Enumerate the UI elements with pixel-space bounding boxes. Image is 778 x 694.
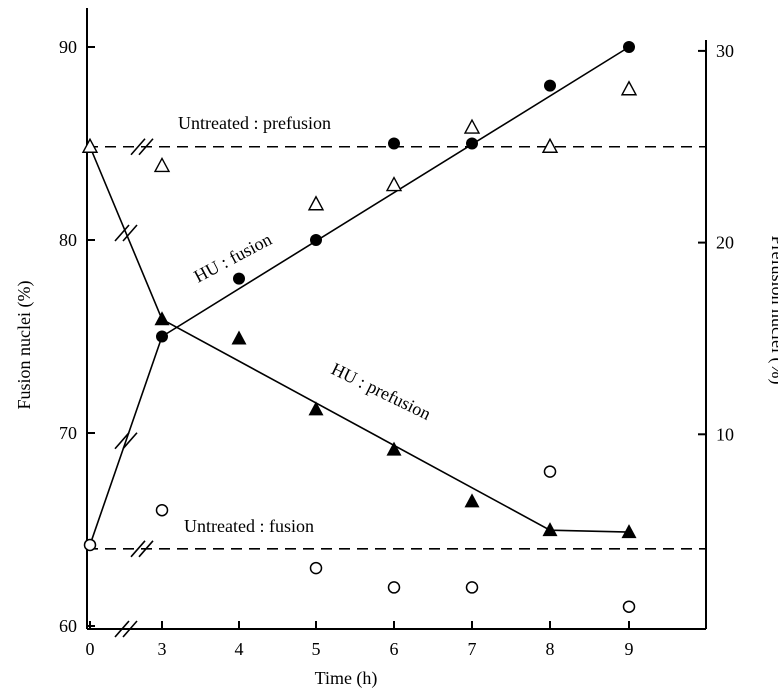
data-point-series-1 bbox=[154, 311, 170, 326]
break-slash bbox=[130, 138, 146, 156]
data-point-series-1 bbox=[621, 524, 637, 539]
data-point-series-0 bbox=[310, 234, 322, 246]
right-y-tick-label: 20 bbox=[716, 233, 734, 253]
data-point-series-3 bbox=[83, 538, 97, 552]
series-line-break bbox=[114, 432, 138, 450]
series-label-untreated-prefusion: Untreated : prefusion bbox=[178, 113, 331, 133]
labels: Time (h) Fusion nuclei (%) Prefusion nuc… bbox=[14, 113, 778, 689]
data-point-series-3 bbox=[543, 465, 557, 478]
ticks: 60 70 80 90 10 20 30 0 3 4 5 6 7 8 9 bbox=[59, 37, 734, 659]
break-slash bbox=[122, 620, 138, 638]
left-y-axis-label: Fusion nuclei (%) bbox=[14, 281, 35, 410]
break-slash bbox=[122, 224, 138, 242]
data-point-series-2 bbox=[81, 137, 99, 153]
data-point-series-0 bbox=[466, 137, 478, 150]
axes bbox=[86, 8, 707, 630]
data-point-series-2 bbox=[153, 156, 171, 173]
data-point-series-1 bbox=[231, 330, 247, 345]
series-line-1 bbox=[89, 146, 630, 533]
break-slash bbox=[114, 432, 130, 450]
data-point-series-2 bbox=[620, 80, 638, 96]
break-slash bbox=[114, 620, 130, 638]
data-point-series-3 bbox=[155, 503, 169, 517]
break-slash bbox=[130, 540, 146, 558]
x-tick-label: 3 bbox=[158, 639, 167, 659]
data-point-series-0 bbox=[233, 272, 245, 285]
data-point-series-0 bbox=[388, 137, 400, 150]
break-slash bbox=[114, 224, 130, 242]
right-y-tick-label: 30 bbox=[716, 41, 734, 61]
data-point-series-3 bbox=[465, 581, 479, 594]
data-point-series-3 bbox=[309, 561, 323, 575]
markers bbox=[81, 41, 638, 613]
left-y-tick-label: 80 bbox=[59, 230, 77, 250]
break-slash bbox=[122, 432, 138, 450]
x-axis-break bbox=[114, 620, 138, 638]
data-point-series-3 bbox=[387, 581, 401, 594]
series-line-break bbox=[114, 224, 138, 242]
right-y-axis-label: Prefusion nuclei (%) bbox=[767, 236, 778, 385]
series-label-hu-fusion: HU : fusion bbox=[190, 229, 274, 287]
data-point-series-2 bbox=[385, 176, 403, 192]
data-point-series-2 bbox=[307, 195, 325, 211]
series-label-untreated-fusion: Untreated : fusion bbox=[184, 516, 314, 536]
left-y-tick-label: 60 bbox=[59, 616, 77, 636]
x-tick-label: 9 bbox=[625, 639, 634, 659]
data-point-series-2 bbox=[541, 137, 559, 153]
data-point-series-1 bbox=[386, 441, 402, 456]
x-axis-label: Time (h) bbox=[315, 668, 378, 689]
x-tick-label: 8 bbox=[546, 639, 555, 659]
left-y-tick-label: 70 bbox=[59, 423, 77, 443]
data-point-series-0 bbox=[623, 41, 635, 53]
x-tick-label: 0 bbox=[86, 639, 95, 659]
x-tick-label: 4 bbox=[235, 639, 244, 659]
data-point-series-1 bbox=[542, 522, 558, 537]
data-point-series-1 bbox=[308, 401, 324, 416]
x-tick-label: 5 bbox=[312, 639, 321, 659]
right-y-tick-label: 10 bbox=[716, 424, 734, 444]
series-label-hu-prefusion: HU : prefusion bbox=[328, 359, 434, 424]
data-point-series-2 bbox=[463, 118, 481, 134]
x-tick-label: 7 bbox=[468, 639, 477, 659]
data-point-series-3 bbox=[622, 600, 636, 613]
left-y-tick-label: 90 bbox=[59, 37, 77, 57]
data-point-series-0 bbox=[156, 330, 168, 343]
data-point-series-1 bbox=[464, 493, 480, 508]
data-point-series-0 bbox=[544, 79, 556, 92]
x-tick-label: 6 bbox=[390, 639, 399, 659]
